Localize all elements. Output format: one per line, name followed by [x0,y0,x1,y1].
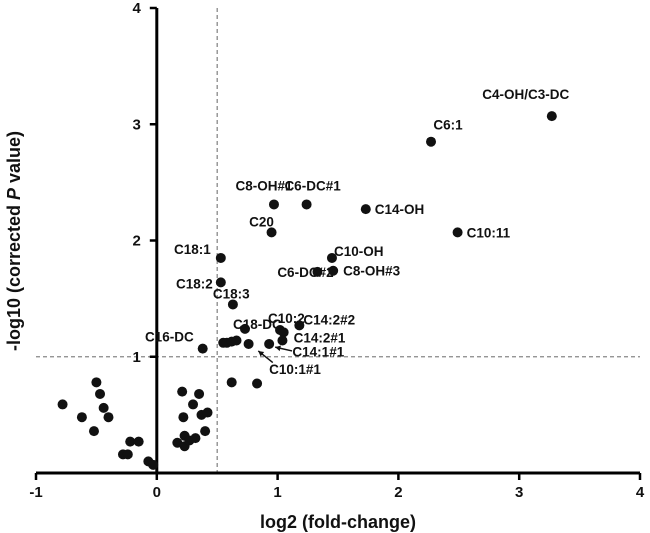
data-point [133,436,144,447]
data-point [239,323,250,334]
point-label: C6:1 [433,118,463,133]
x-tick-label: 3 [515,484,523,501]
data-point [178,412,189,423]
point-label: C14:2#1 [294,330,346,345]
data-point [231,335,242,346]
arrow-head [275,345,281,352]
point-label: C8-OH#3 [343,264,401,279]
point-label: C20 [249,214,274,229]
data-point [360,204,371,215]
x-axis-title: log2 (fold-change) [260,512,416,532]
point-label: C6-DC#1 [284,178,341,193]
data-point [268,199,279,210]
data-point [426,136,437,147]
data-point [125,436,136,447]
data-point [98,402,109,413]
data-point [188,399,199,410]
data-point [202,407,213,418]
point-label: C10:1#1 [269,362,321,377]
data-point [264,338,275,349]
y-axis-title: -log10 (corrected P value) [4,131,24,351]
data-point [328,265,339,276]
c10-1-1-arrow [257,350,274,364]
point-label: C14:2#2 [303,312,355,327]
c14-1-1-arrow [275,345,293,352]
x-tick-label: 1 [273,484,281,501]
data-point [190,433,201,444]
point-label: C4-OH/C3-DC [482,87,569,102]
data-point [57,399,68,410]
point-label: C10:2 [268,311,305,326]
point-label: C10:11 [467,225,511,240]
data-point [266,227,277,238]
point-label: C6-DC#2 [277,265,333,280]
point-label: C18:2 [176,276,213,291]
point-label: C14:1#1 [292,344,344,359]
data-point [312,266,323,277]
data-point [226,377,237,388]
point-label: C14-OH [375,202,425,217]
point-labels: C4-OH/C3-DC C6:1 C8-OH#1C6-DC#1 C14-OH C20 C1… [145,87,570,377]
axes [36,8,640,475]
point-label: C18:1 [174,242,211,257]
data-point [103,412,114,423]
data-point [148,459,159,470]
data-point [326,252,337,263]
data-point [215,252,226,263]
data-point [91,377,102,388]
data-point [294,320,305,331]
data-point [215,277,226,288]
data-point [177,386,188,397]
data-point [452,227,463,238]
data-point [301,199,312,210]
point-label: C18-DC [233,317,282,332]
point-label: C10-OH [334,244,384,259]
point-label: C18:3 [213,286,250,301]
data-point [95,388,106,399]
x-tick-label: -1 [29,484,42,501]
x-tick-label: 0 [153,484,161,501]
data-point [546,111,557,122]
y-tick-label: 2 [132,233,140,250]
data-point [194,388,205,399]
data-point [243,338,254,349]
data-point [76,412,87,423]
data-point [200,426,211,437]
point-label: C8-OH#1 [235,178,293,193]
x-tick-label: 4 [636,484,645,501]
data-point [278,327,289,338]
y-tick-label: 4 [132,0,141,17]
data-points [57,111,557,470]
y-tick-label: 1 [132,349,140,366]
data-point [227,299,238,310]
data-point [252,378,263,389]
axis-ticks: -1 0 1 2 3 4 1 2 3 4 [29,0,645,501]
data-point [197,343,208,354]
data-point [88,426,99,437]
threshold-lines [36,8,640,473]
arrow-head [258,350,265,357]
data-point [277,335,288,346]
x-tick-label: 2 [394,484,402,501]
data-point [122,449,133,460]
y-tick-label: 3 [132,116,140,133]
point-label: C16-DC [145,330,194,345]
